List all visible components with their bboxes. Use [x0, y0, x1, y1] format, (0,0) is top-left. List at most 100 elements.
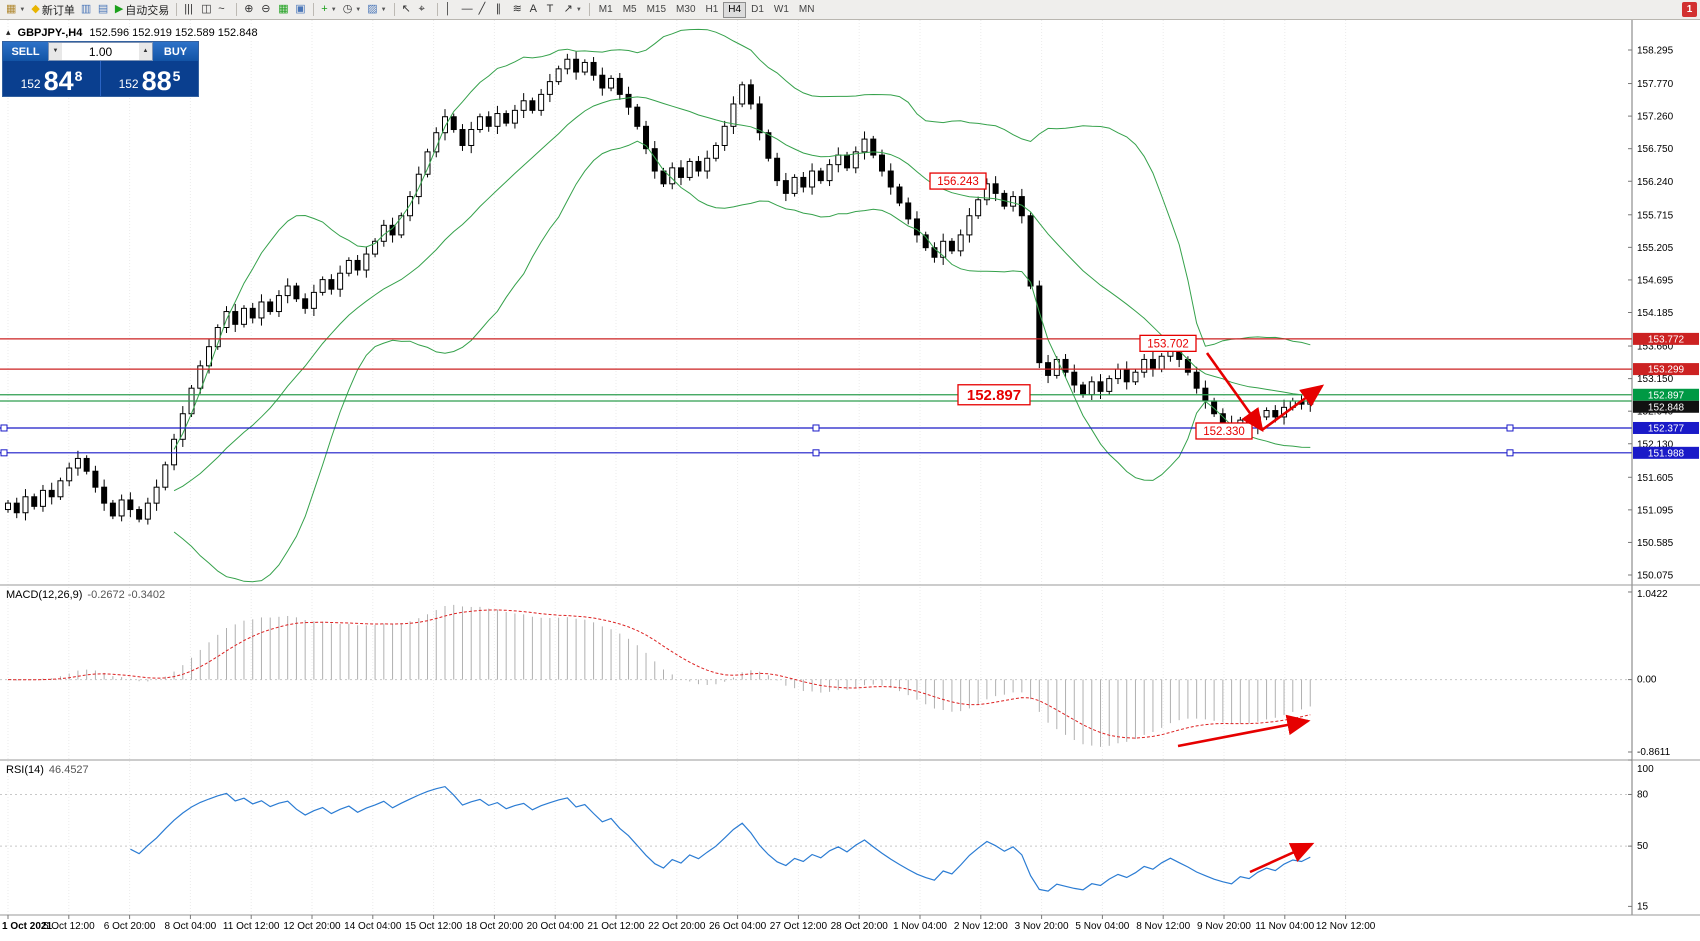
toolbar-navigator-icon[interactable]: ▤ — [95, 1, 112, 18]
autotrading-label: 自动交易 — [125, 4, 170, 17]
lot-decrement-icon[interactable]: ▼ — [49, 43, 62, 60]
toolbar-separator — [393, 3, 395, 16]
svg-text:27 Oct 12:00: 27 Oct 12:00 — [770, 921, 828, 932]
timeframe-d1[interactable]: D1 — [746, 2, 769, 18]
periods-dropdown-icon[interactable]: ▼ — [355, 6, 362, 13]
navigator-icon: ▤ — [97, 3, 109, 15]
hline-handle — [1506, 449, 1514, 457]
text-label-icon: T — [546, 3, 554, 15]
arrows-tool-dropdown-icon[interactable]: ▼ — [575, 6, 582, 13]
svg-text:153.772: 153.772 — [1648, 334, 1685, 345]
toolbar-new-order[interactable]: ◆ 新订单 — [28, 1, 77, 18]
hline-handle — [0, 424, 8, 432]
notification-badge[interactable]: 1 — [1682, 2, 1697, 17]
timeframe-m30[interactable]: M30 — [671, 2, 700, 18]
ohlc-readout: 152.596 152.919 152.589 152.848 — [89, 27, 258, 39]
autotrading-icon: ▶ — [114, 3, 124, 15]
market-watch-icon: ▥ — [80, 3, 92, 15]
axis-tag-152.848 — [1633, 400, 1699, 413]
toolbar-separator — [176, 3, 178, 16]
axis-tag-153.772 — [1633, 332, 1699, 345]
vertical-line-icon: │ — [444, 3, 452, 15]
svg-text:8 Oct 04:00: 8 Oct 04:00 — [165, 921, 217, 932]
sell-price-display[interactable]: 152 84 8 — [3, 61, 100, 96]
toolbar-autotrading[interactable]: ▶ 自动交易 — [112, 1, 172, 18]
one-click-toggle-icon[interactable]: ▴ — [6, 27, 11, 37]
buy-price-display[interactable]: 152 88 5 — [100, 61, 198, 96]
sell-price-pip: 8 — [74, 68, 83, 84]
toolbar-periods-icon[interactable]: ◷ ▼ — [340, 1, 365, 18]
rsi-title: RSI(14) — [6, 764, 44, 776]
toolbar-market-watch-icon[interactable]: ▥ — [78, 1, 95, 18]
toolbar-text-label-icon[interactable]: T — [544, 1, 561, 18]
bar-chart-type-icon: ||| — [184, 3, 193, 15]
svg-text:152.330: 152.330 — [1203, 426, 1245, 438]
toolbar-candlestick-type-icon[interactable]: ◫ — [198, 1, 215, 18]
axis-tag-153.299 — [1633, 363, 1699, 376]
svg-text:156.240: 156.240 — [1637, 177, 1674, 188]
timeframe-h4[interactable]: H4 — [723, 1, 747, 18]
toolbar-trendline-icon[interactable]: ╱ — [476, 1, 493, 18]
toolbar-arrows-tool-icon[interactable]: ↗ ▼ — [561, 1, 585, 18]
timeframe-h1[interactable]: H1 — [701, 2, 724, 18]
svg-text:158.295: 158.295 — [1637, 46, 1674, 57]
timeframe-m15[interactable]: M15 — [642, 2, 671, 18]
toolbar-text-icon[interactable]: A — [527, 1, 544, 18]
toolbar-crosshair-icon[interactable]: ⌖ — [416, 1, 433, 18]
svg-text:153.660: 153.660 — [1637, 342, 1674, 353]
templates-icon: ▨ — [367, 3, 378, 15]
toolbar-new-chart-icon[interactable]: ▦ ▼ — [3, 1, 28, 18]
templates-dropdown-icon[interactable]: ▼ — [380, 6, 387, 13]
lot-value[interactable]: 1.00 — [88, 44, 113, 59]
toolbar-equidistant-channel-icon[interactable]: ∥ — [493, 1, 510, 18]
toolbar-zoom-out-icon[interactable]: ⊖ — [258, 1, 275, 18]
svg-text:1 Oct 2021: 1 Oct 2021 — [2, 921, 52, 932]
svg-text:11 Nov 04:00: 11 Nov 04:00 — [1255, 921, 1314, 932]
macd-label: MACD(12,26,9) -0.2672 -0.3402 — [6, 589, 165, 601]
indicators-dropdown-icon[interactable]: ▼ — [330, 6, 337, 13]
toolbar-separator — [436, 3, 438, 16]
new-chart-dropdown-icon[interactable]: ▼ — [19, 6, 26, 13]
svg-text:15: 15 — [1637, 901, 1649, 912]
toolbar-line-chart-type-icon[interactable]: ~ — [215, 1, 232, 18]
svg-text:152.377: 152.377 — [1648, 423, 1685, 434]
timeframe-m1[interactable]: M1 — [594, 2, 618, 18]
toolbar-auto-arrange-icon[interactable]: ▣ — [292, 1, 309, 18]
candlestick-type-icon: ◫ — [201, 3, 212, 15]
rsi-line — [130, 785, 1311, 892]
main-trend-arrow — [1205, 352, 1264, 433]
lot-size-field[interactable]: ▼ 1.00 ▲ — [48, 42, 153, 61]
svg-text:152.848: 152.848 — [1648, 402, 1685, 413]
svg-text:155.715: 155.715 — [1637, 210, 1674, 221]
hline-handle — [1506, 424, 1514, 432]
timeframe-w1[interactable]: W1 — [769, 2, 794, 18]
toolbar-vertical-line-icon[interactable]: │ — [442, 1, 459, 18]
timeframe-mn[interactable]: MN — [794, 2, 820, 18]
svg-text:9 Nov 20:00: 9 Nov 20:00 — [1197, 921, 1251, 932]
timeframe-m5[interactable]: M5 — [618, 2, 642, 18]
rsi-values: 46.4527 — [48, 764, 89, 776]
toolbar-bar-chart-type-icon[interactable]: ||| — [181, 1, 198, 18]
sell-button[interactable]: SELL — [3, 42, 48, 61]
zoom-in-icon: ⊕ — [244, 3, 254, 15]
svg-text:151.988: 151.988 — [1648, 448, 1685, 459]
toolbar-cursor-icon[interactable]: ↖ — [399, 1, 416, 18]
toolbar-templates-icon[interactable]: ▨ ▼ — [364, 1, 389, 18]
buy-price-main: 88 — [141, 66, 172, 97]
price-annotation-box — [929, 172, 987, 190]
toolbar-zoom-in-icon[interactable]: ⊕ — [241, 1, 258, 18]
indicators-icon: + — [321, 3, 328, 15]
lot-increment-icon[interactable]: ▲ — [139, 43, 152, 60]
svg-text:12 Nov 12:00: 12 Nov 12:00 — [1316, 921, 1376, 932]
fibonacci-icon: ≋ — [512, 3, 522, 15]
rsi-label: RSI(14) 46.4527 — [6, 764, 89, 776]
toolbar-fibonacci-icon[interactable]: ≋ — [510, 1, 527, 18]
svg-text:12 Oct 20:00: 12 Oct 20:00 — [283, 921, 341, 932]
svg-text:50: 50 — [1637, 841, 1649, 852]
toolbar-horizontal-line-icon[interactable]: — — [459, 1, 476, 18]
buy-button[interactable]: BUY — [153, 42, 198, 61]
toolbar-indicators-icon[interactable]: + ▼ — [318, 1, 339, 18]
svg-text:20 Oct 04:00: 20 Oct 04:00 — [527, 921, 585, 932]
toolbar-tile-windows-icon[interactable]: ▦ — [275, 1, 292, 18]
